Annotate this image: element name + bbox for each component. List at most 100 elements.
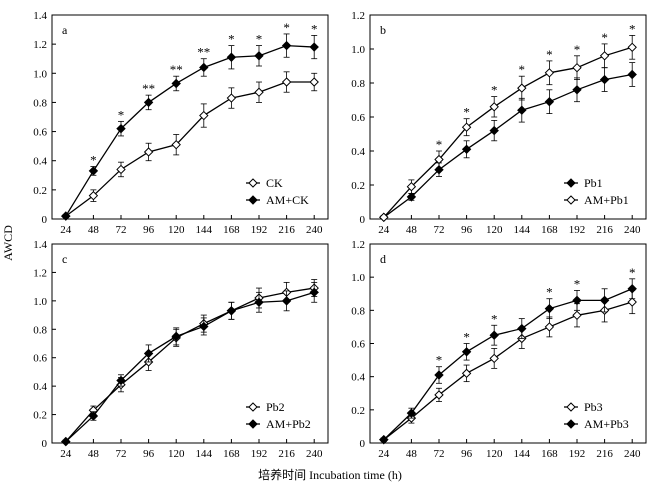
x-tick-label: 120	[168, 224, 185, 236]
y-tick-label: 0.4	[351, 372, 365, 384]
legend-label: CK	[266, 176, 283, 190]
significance-mark: *	[256, 32, 263, 47]
panel-letter: d	[380, 252, 386, 266]
data-point	[116, 123, 126, 134]
legend-label: AM+Pb2	[266, 417, 311, 431]
y-tick-label: 0.4	[33, 381, 47, 393]
y-tick-label: 0.6	[351, 339, 365, 351]
significance-mark: *	[574, 42, 581, 57]
significance-mark: *	[601, 30, 608, 45]
data-point	[199, 110, 209, 121]
data-point	[599, 51, 610, 61]
y-tick-label: 0.8	[351, 305, 365, 317]
x-tick-label: 120	[486, 224, 503, 236]
data-point	[572, 295, 582, 306]
data-point	[226, 306, 237, 316]
data-point	[489, 353, 499, 364]
y-tick-label: 0	[42, 214, 48, 226]
legend-label: AM+Pb3	[584, 417, 629, 431]
legend-marker	[248, 178, 258, 188]
significance-mark: *	[436, 137, 443, 152]
data-point	[461, 122, 472, 132]
y-tick-label: 1.2	[351, 239, 365, 251]
series-line	[65, 291, 315, 443]
plot-frame	[51, 243, 329, 444]
data-point	[379, 212, 389, 223]
data-point	[517, 105, 527, 115]
data-point	[226, 93, 237, 103]
data-point	[254, 87, 264, 97]
data-point	[61, 436, 71, 447]
significance-mark: *	[283, 20, 290, 35]
data-point	[544, 68, 555, 78]
data-point	[309, 77, 319, 87]
data-point	[254, 297, 264, 307]
x-tick-label: 168	[541, 224, 558, 236]
legend-marker	[248, 195, 258, 205]
data-point	[226, 52, 237, 62]
legend-entry: Pb2	[246, 400, 285, 414]
x-tick-label: 120	[486, 448, 503, 460]
legend-marker	[566, 402, 576, 412]
x-tick-label: 24	[60, 448, 72, 460]
x-tick-label: 24	[60, 224, 72, 236]
y-tick-label: 0.2	[351, 180, 365, 192]
significance-mark: *	[629, 21, 636, 36]
legend-entry: Pb1	[564, 176, 603, 190]
data-point	[489, 125, 499, 136]
series-line	[383, 301, 633, 441]
y-tick-label: 0.2	[33, 410, 47, 422]
data-point	[461, 347, 472, 357]
data-point	[406, 181, 417, 192]
y-tick-label: 1.2	[33, 267, 47, 279]
significance-mark: *	[436, 353, 443, 368]
data-point	[88, 166, 99, 176]
x-tick-label: 216	[278, 224, 295, 236]
legend-label: AM+CK	[266, 193, 309, 207]
panel-letter: b	[380, 23, 386, 37]
data-point	[199, 62, 209, 73]
legend-label: Pb3	[584, 400, 603, 414]
data-point	[489, 330, 499, 340]
legend-label: Pb2	[266, 400, 285, 414]
y-tick-label: 1.2	[351, 10, 365, 22]
y-tick-label: 1.0	[33, 68, 47, 80]
plot-frame	[51, 14, 329, 220]
significance-mark: *	[90, 153, 97, 168]
x-tick-label: 24	[378, 448, 390, 460]
y-tick-label: 0	[360, 438, 366, 450]
data-point	[627, 69, 637, 80]
x-tick-label: 96	[143, 224, 155, 236]
panel-letter: c	[62, 252, 67, 266]
significance-mark: *	[118, 107, 125, 122]
x-tick-label: 144	[196, 448, 213, 460]
legend-entry: AM+Pb3	[564, 417, 629, 431]
x-tick-label: 24	[378, 224, 390, 236]
x-tick-label: 216	[596, 224, 613, 236]
x-tick-label: 216	[278, 448, 295, 460]
panel-d: 0 0.2 0.4 0.6 0.8 1.0 1.2 24 48 72 96 120 144 168 192 2…	[351, 239, 647, 460]
x-tick-label: 96	[461, 448, 473, 460]
series-line	[65, 81, 315, 217]
data-point	[171, 139, 181, 150]
data-point	[517, 323, 527, 334]
y-tick-label: 0.6	[351, 112, 365, 124]
legend-entry: CK	[246, 176, 283, 190]
data-point	[461, 144, 472, 155]
data-point	[143, 147, 154, 157]
legend-marker	[248, 419, 258, 429]
legend-entry: AM+CK	[246, 193, 309, 207]
data-point	[406, 192, 417, 202]
series-line	[383, 46, 633, 218]
significance-mark: *	[228, 32, 235, 47]
data-point	[627, 284, 637, 294]
data-point	[281, 296, 292, 306]
significance-mark: *	[574, 276, 581, 291]
series-am-ck	[61, 33, 319, 221]
legend-entry: AM+Pb2	[246, 417, 311, 431]
data-point	[599, 295, 610, 306]
data-point	[88, 411, 99, 421]
data-point	[461, 368, 472, 379]
data-point	[116, 375, 126, 386]
legend-marker	[566, 195, 576, 205]
